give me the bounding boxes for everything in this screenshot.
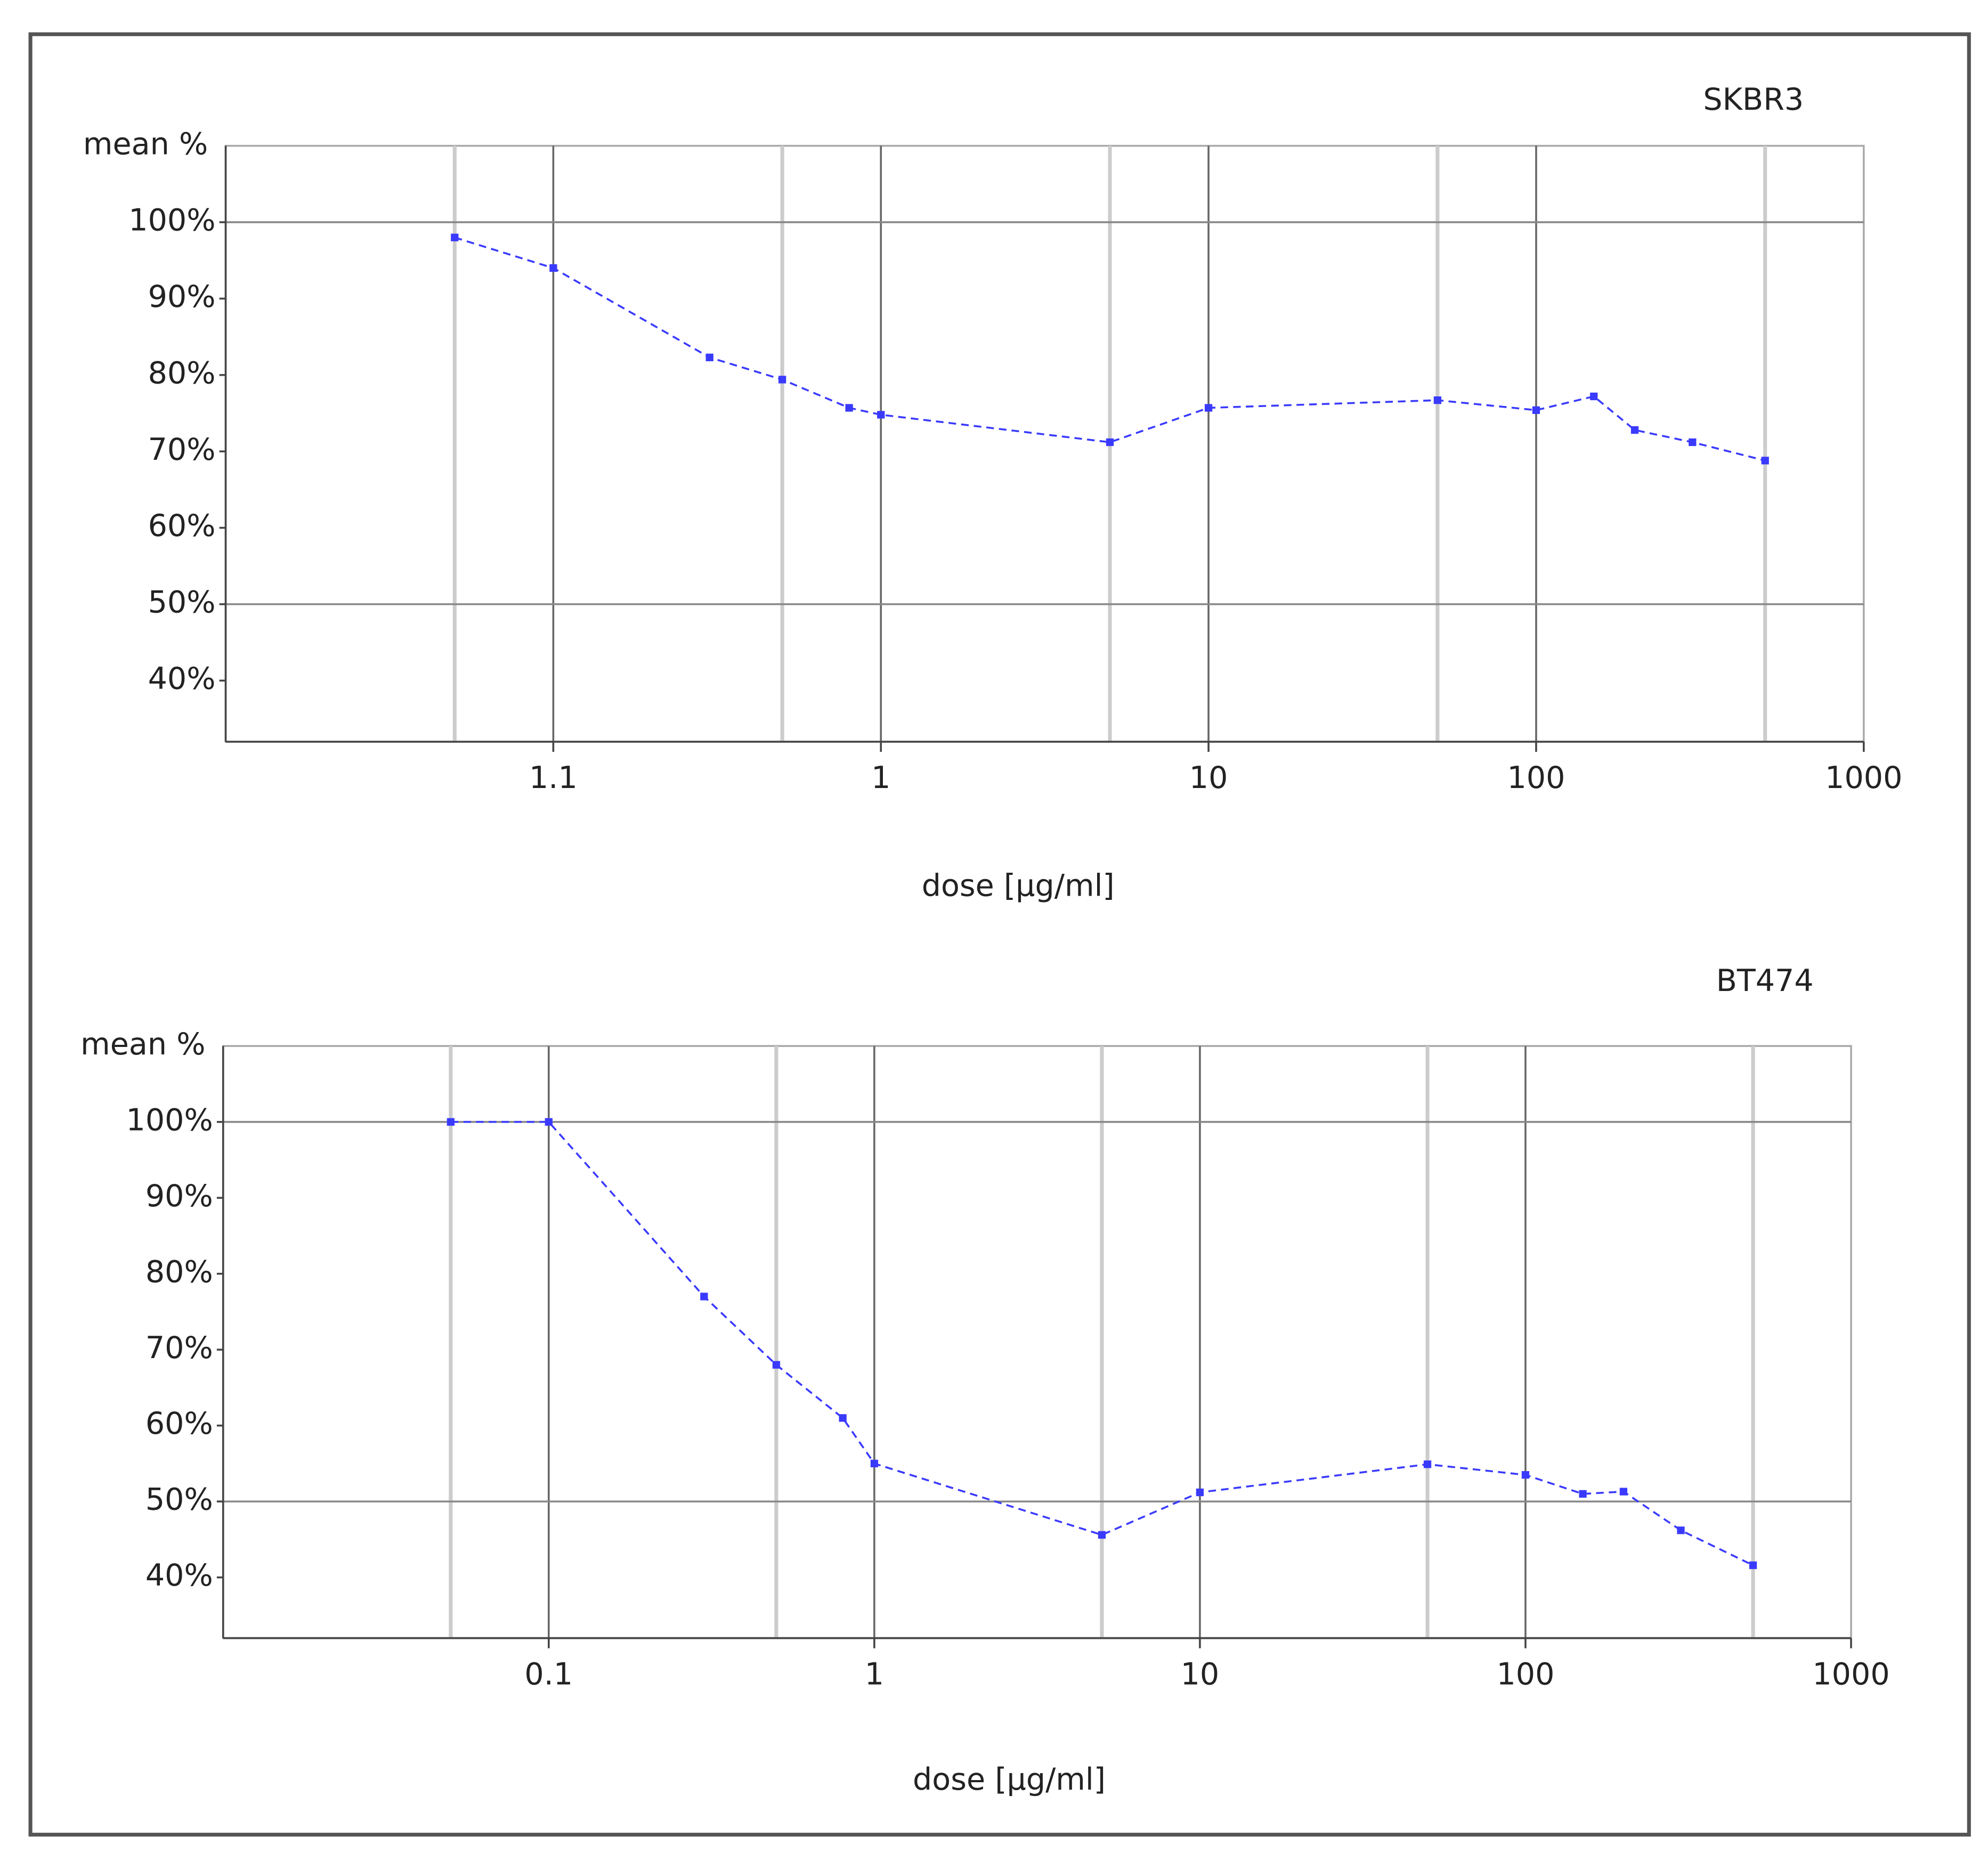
data-point (1590, 392, 1598, 401)
data-point (845, 404, 853, 412)
y-tick-label: 70% (148, 432, 216, 467)
plot-area (222, 1045, 1852, 1639)
series-line (454, 237, 1766, 462)
data-point (549, 264, 557, 272)
data-point (1532, 406, 1540, 414)
data-point (451, 233, 459, 241)
y-tick-label: 100% (128, 203, 215, 238)
x-axis-label: dose [µg/ml] (922, 868, 1115, 903)
data-point (772, 1361, 781, 1369)
x-tick-label: 0.1 (524, 1657, 573, 1692)
y-tick-label: 70% (145, 1330, 213, 1366)
data-point (870, 1459, 879, 1467)
data-point (1423, 1460, 1432, 1468)
chart-title: SKBR3 (1703, 82, 1804, 117)
y-tick-label: 90% (145, 1179, 213, 1214)
y-tick-label: 80% (148, 355, 216, 391)
y-axis-label: mean % (83, 126, 208, 161)
x-tick-label: 1000 (1812, 1657, 1889, 1692)
plot-area (224, 144, 1865, 743)
y-tick-label: 90% (148, 279, 216, 314)
data-point (1433, 396, 1442, 404)
x-tick-label: 1 (865, 1657, 884, 1692)
data-point (1098, 1531, 1106, 1539)
x-tick-label: 10 (1181, 1657, 1220, 1692)
series-line (450, 1120, 1754, 1566)
data-point (1106, 438, 1114, 446)
y-tick-label: 50% (145, 1482, 213, 1517)
chart-title: BT474 (1716, 963, 1814, 998)
data-point (1630, 426, 1639, 434)
y-tick-label: 50% (148, 585, 216, 620)
data-point (1196, 1488, 1204, 1497)
x-tick-label: 1 (871, 760, 890, 795)
data-point (1579, 1490, 1587, 1498)
data-point (839, 1414, 847, 1422)
x-axis-label: dose [µg/ml] (913, 1762, 1106, 1797)
data-point (778, 376, 786, 384)
y-tick-label: 60% (145, 1406, 213, 1441)
data-point (1689, 438, 1697, 446)
data-point (1204, 404, 1213, 412)
x-tick-label: 10 (1189, 760, 1228, 795)
data-point (447, 1118, 455, 1126)
data-point (1521, 1471, 1530, 1479)
data-point (700, 1293, 708, 1301)
x-tick-label: 100 (1496, 1657, 1554, 1692)
data-point (1761, 457, 1769, 465)
frame (28, 32, 1971, 1837)
data-point (705, 353, 713, 361)
y-tick-label: 40% (148, 661, 216, 696)
data-point (545, 1118, 553, 1126)
y-tick-label: 80% (145, 1254, 213, 1289)
x-tick-label: 1000 (1825, 760, 1902, 795)
data-point (1677, 1526, 1685, 1534)
data-point (877, 411, 885, 419)
y-tick-label: 60% (148, 508, 216, 543)
data-point (1749, 1561, 1757, 1569)
x-tick-label: 1.1 (529, 760, 578, 795)
data-point (1619, 1488, 1628, 1496)
y-tick-label: 100% (126, 1102, 213, 1138)
y-axis-label: mean % (80, 1027, 205, 1062)
x-tick-label: 100 (1507, 760, 1565, 795)
y-tick-label: 40% (145, 1558, 213, 1593)
